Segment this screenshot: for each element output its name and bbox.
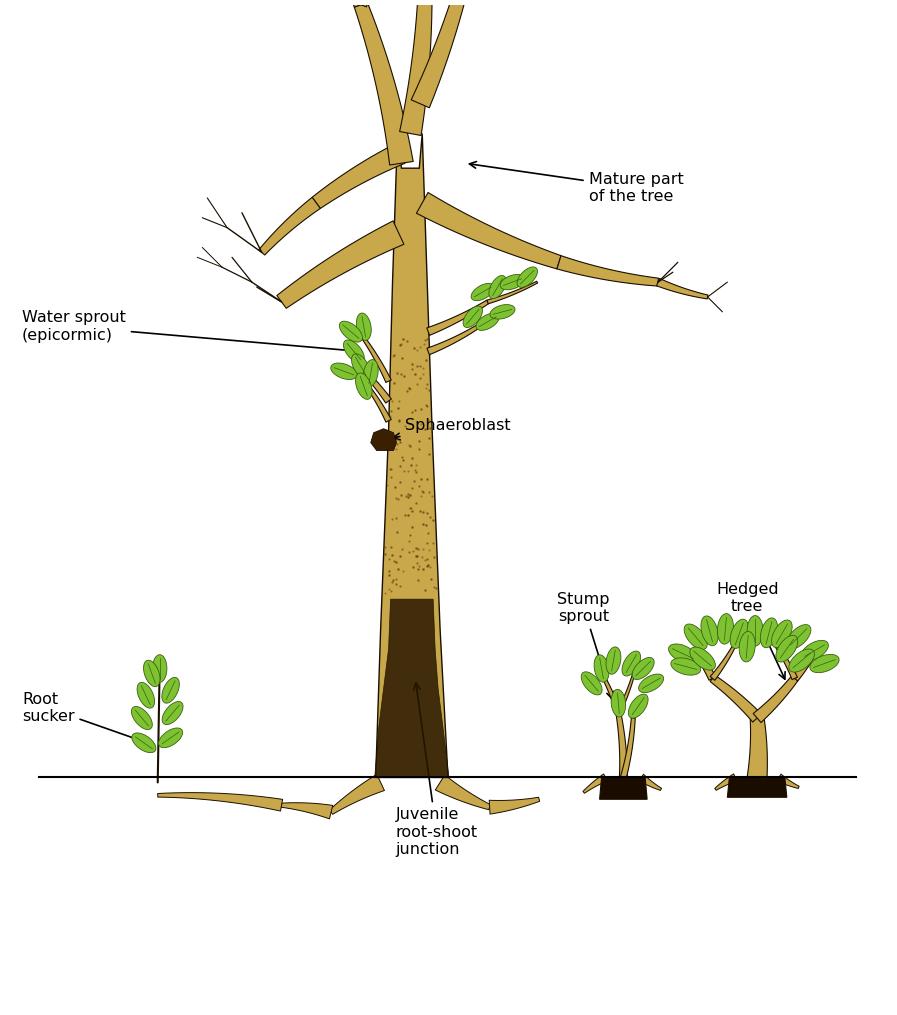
Polygon shape <box>639 674 664 692</box>
Polygon shape <box>657 278 708 299</box>
Polygon shape <box>710 675 762 722</box>
Polygon shape <box>144 660 160 687</box>
Polygon shape <box>354 2 414 165</box>
Polygon shape <box>132 733 156 753</box>
Polygon shape <box>352 354 370 379</box>
Polygon shape <box>761 618 778 648</box>
Polygon shape <box>599 777 647 799</box>
Polygon shape <box>427 325 479 354</box>
Polygon shape <box>692 648 716 680</box>
Polygon shape <box>362 381 391 422</box>
Polygon shape <box>789 649 814 672</box>
Polygon shape <box>690 647 716 670</box>
Polygon shape <box>557 256 658 286</box>
Polygon shape <box>137 682 154 708</box>
Text: Stump
sprout: Stump sprout <box>557 592 614 698</box>
Polygon shape <box>339 321 362 342</box>
Polygon shape <box>792 648 818 681</box>
Polygon shape <box>616 668 636 714</box>
Polygon shape <box>356 313 371 340</box>
Polygon shape <box>622 651 640 676</box>
Polygon shape <box>463 307 483 328</box>
Polygon shape <box>730 619 748 649</box>
Polygon shape <box>277 221 404 309</box>
Polygon shape <box>639 774 661 791</box>
Polygon shape <box>416 193 562 269</box>
Polygon shape <box>801 640 829 661</box>
Polygon shape <box>490 304 515 319</box>
Polygon shape <box>411 0 480 108</box>
Polygon shape <box>487 281 537 303</box>
Polygon shape <box>331 363 357 380</box>
Polygon shape <box>600 673 621 714</box>
Polygon shape <box>727 777 787 798</box>
Polygon shape <box>355 0 394 7</box>
Polygon shape <box>329 774 385 814</box>
Polygon shape <box>355 373 372 399</box>
Polygon shape <box>594 655 609 682</box>
Polygon shape <box>400 0 432 135</box>
Text: Water sprout
(epicormic): Water sprout (epicormic) <box>22 311 356 354</box>
Polygon shape <box>358 331 391 383</box>
Polygon shape <box>621 718 635 779</box>
Polygon shape <box>581 672 602 695</box>
Polygon shape <box>363 359 379 387</box>
Polygon shape <box>710 644 736 680</box>
Polygon shape <box>771 620 792 648</box>
Polygon shape <box>774 642 797 680</box>
Polygon shape <box>427 300 489 335</box>
Polygon shape <box>701 616 718 646</box>
Polygon shape <box>162 701 183 725</box>
Polygon shape <box>517 267 537 287</box>
Polygon shape <box>747 615 763 647</box>
Polygon shape <box>787 624 811 649</box>
Text: Mature part
of the tree: Mature part of the tree <box>469 161 684 204</box>
Polygon shape <box>718 613 734 645</box>
Polygon shape <box>753 676 798 723</box>
Polygon shape <box>375 599 449 777</box>
Polygon shape <box>668 644 697 664</box>
Polygon shape <box>159 728 183 748</box>
Polygon shape <box>747 718 767 779</box>
Polygon shape <box>344 340 364 363</box>
Polygon shape <box>471 283 494 300</box>
Polygon shape <box>376 134 448 777</box>
Polygon shape <box>282 803 333 819</box>
Polygon shape <box>810 655 839 673</box>
Polygon shape <box>777 774 799 789</box>
Polygon shape <box>632 658 654 679</box>
Polygon shape <box>435 774 491 810</box>
Polygon shape <box>606 647 621 674</box>
Text: Juvenile
root-shoot
junction: Juvenile root-shoot junction <box>396 683 477 857</box>
Text: Hedged
tree: Hedged tree <box>716 582 785 679</box>
Polygon shape <box>739 631 755 662</box>
Polygon shape <box>616 713 627 777</box>
Polygon shape <box>611 689 626 717</box>
Polygon shape <box>259 197 320 255</box>
Polygon shape <box>776 635 797 662</box>
Polygon shape <box>131 706 152 730</box>
Polygon shape <box>158 793 283 811</box>
Polygon shape <box>308 0 367 7</box>
Polygon shape <box>312 143 405 208</box>
Polygon shape <box>353 360 391 403</box>
Text: Sphaeroblast: Sphaeroblast <box>393 418 511 439</box>
Polygon shape <box>501 274 525 289</box>
Polygon shape <box>583 774 607 794</box>
Polygon shape <box>476 313 500 331</box>
Polygon shape <box>152 655 167 682</box>
Polygon shape <box>629 694 648 719</box>
Polygon shape <box>684 624 708 650</box>
Polygon shape <box>489 275 506 298</box>
Polygon shape <box>161 677 179 703</box>
Polygon shape <box>489 797 540 814</box>
Text: Root
sucker: Root sucker <box>22 692 148 744</box>
Polygon shape <box>370 428 396 451</box>
Polygon shape <box>715 773 737 791</box>
Polygon shape <box>671 658 701 675</box>
